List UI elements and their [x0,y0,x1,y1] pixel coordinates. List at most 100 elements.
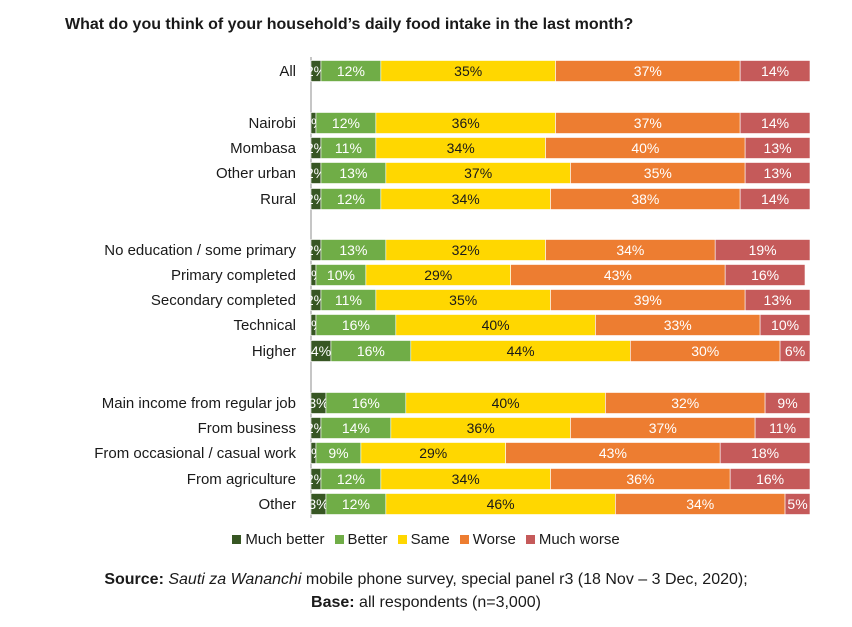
data-label: 29% [424,267,452,283]
bar-segment [729,468,811,490]
data-label: 12% [337,471,365,487]
data-label: 36% [626,471,654,487]
data-label: 30% [691,343,719,359]
category-label: From business [198,420,296,437]
legend-swatch [525,534,535,544]
data-label: 34% [616,242,644,258]
bar-segment [744,289,811,311]
legend-label: Much worse [538,531,620,548]
source-note: Source: Sauti za Wananchi mobile phone s… [0,568,852,614]
data-label: 33% [664,317,692,333]
legend-swatch [334,534,344,544]
data-label: 32% [671,395,699,411]
data-label: 44% [507,343,535,359]
bar-segment [759,314,811,336]
bar-segment [724,264,806,286]
data-label: 14% [761,63,789,79]
legend-item: Worse [459,531,516,548]
data-label: 9% [777,395,797,411]
data-label: 13% [764,140,792,156]
data-label: 3% [308,496,328,512]
legend-swatch [459,534,469,544]
legend-item: Better [334,531,388,548]
data-label: 13% [339,165,367,181]
category-label: From agriculture [187,471,296,488]
data-label: 40% [631,140,659,156]
category-label: From occasional / casual work [94,445,296,462]
base-text: all respondents (n=3,000) [354,594,541,611]
data-label: 12% [332,115,360,131]
data-label: 12% [342,496,370,512]
data-label: 19% [749,242,777,258]
category-label: Other urban [216,165,296,182]
data-label: 37% [634,115,662,131]
source-label: Source: [104,571,164,588]
data-label: 34% [447,140,475,156]
data-label: 34% [686,496,714,512]
data-label: 40% [482,317,510,333]
category-label: Secondary completed [151,292,296,309]
category-label: Nairobi [248,115,296,132]
data-label: 18% [751,445,779,461]
bar-segment [739,60,811,82]
data-label: 16% [756,471,784,487]
legend-label: Much better [245,531,325,548]
category-label: Higher [252,343,296,360]
data-label: 37% [649,420,677,436]
data-label: 35% [449,292,477,308]
data-label: 35% [454,63,482,79]
bar-segment [739,112,811,134]
bar-segment [754,417,811,439]
data-label: 12% [337,191,365,207]
legend-item: Much worse [525,531,620,548]
data-label: 14% [761,191,789,207]
data-label: 34% [452,191,480,207]
data-label: 39% [634,292,662,308]
data-label: 35% [644,165,672,181]
category-label: Mombasa [230,140,297,157]
category-label: Main income from regular job [102,395,296,412]
source-text: mobile phone survey, special panel r3 (1… [301,571,748,588]
data-label: 13% [764,165,792,181]
bar-segment [764,392,811,414]
data-label: 14% [761,115,789,131]
category-label: No education / some primary [104,242,296,259]
data-label: 43% [599,445,627,461]
data-label: 11% [769,420,796,436]
bar-segment [714,239,811,261]
data-label: 37% [634,63,662,79]
data-label: 36% [467,420,495,436]
data-label: 4% [311,343,331,359]
data-label: 10% [771,317,799,333]
legend-label: Better [347,531,388,548]
data-label: 29% [419,445,447,461]
data-label: 32% [452,242,480,258]
legend-label: Worse [472,531,516,548]
category-label: Primary completed [171,267,296,284]
legend-swatch [397,534,407,544]
legend-item: Same [397,531,450,548]
data-label: 40% [492,395,520,411]
data-label: 43% [604,267,632,283]
data-label: 13% [339,242,367,258]
legend: Much better Better Same Worse Much worse [0,531,852,548]
bar-segment [719,442,811,464]
data-label: 16% [342,317,370,333]
data-label: 11% [335,140,362,156]
data-label: 37% [464,165,492,181]
category-label: Other [258,496,296,513]
data-label: 14% [342,420,370,436]
bar-segment [779,340,811,362]
base-line: Base: all respondents (n=3,000) [0,591,852,614]
data-label: 10% [327,267,355,283]
data-label: 46% [487,496,515,512]
category-label: All [279,63,296,80]
legend-label: Same [410,531,450,548]
category-label: Technical [233,317,296,334]
data-label: 11% [335,292,362,308]
stacked-bar-chart: All 2% 12% 35% 37% 14%Nairobi 1% 12% 36% 37% 14%Mo… [94,57,811,518]
chart-title: What do you think of your household’s da… [65,16,634,33]
data-label: 38% [631,191,659,207]
bar-segment [739,188,811,210]
data-label: 16% [352,395,380,411]
